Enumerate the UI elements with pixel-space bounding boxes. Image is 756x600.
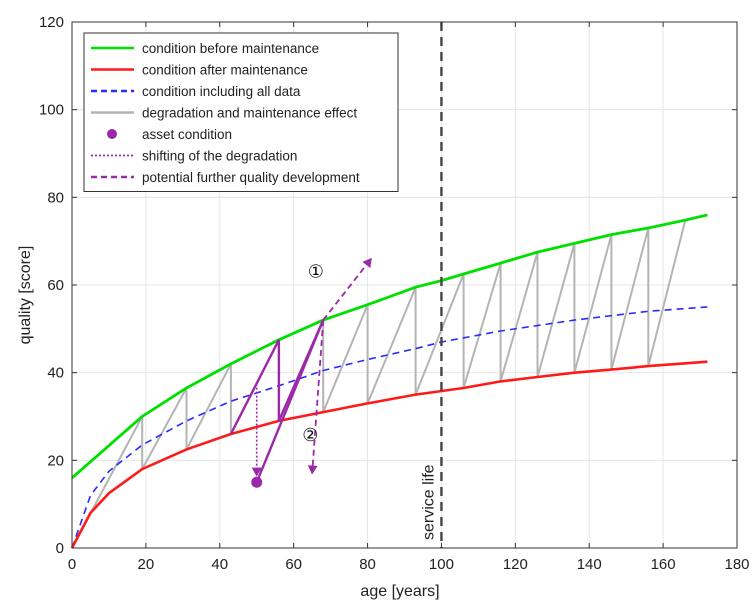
annotation-1: ①	[308, 261, 324, 281]
series-condition-all-data	[71, 306, 708, 549]
x-tick-label: 80	[359, 556, 376, 573]
tick-labels: 0 20 40 60 80 100 120 140 160 180 0 20 40 60 80 100 120	[39, 14, 750, 573]
legend-label: potential further quality development	[142, 170, 360, 185]
y-axis-label: quality [score]	[17, 246, 34, 345]
x-tick-label: 140	[577, 556, 602, 573]
y-tick-label: 60	[47, 277, 64, 294]
legend: condition before maintenance condition af…	[83, 32, 399, 192]
x-tick-label: 160	[651, 556, 676, 573]
legend-box	[83, 32, 399, 192]
x-tick-label: 180	[724, 556, 749, 573]
potential-development-down-arrow	[307, 320, 325, 475]
x-tick-label: 60	[285, 556, 302, 573]
x-tick-label: 100	[429, 556, 454, 573]
y-tick-label: 120	[39, 14, 64, 31]
potential-development-up-arrow	[322, 257, 372, 321]
x-tick-label: 20	[138, 556, 155, 573]
plot-frame	[71, 21, 738, 549]
x-tick-label: 120	[503, 556, 528, 573]
y-tick-label: 80	[47, 189, 64, 206]
curves	[70, 213, 708, 549]
y-tick-label: 0	[56, 540, 64, 557]
legend-label: asset condition	[142, 127, 232, 142]
overlay: service life ① ②	[229, 22, 443, 548]
series-degradation-sawtooth	[71, 219, 687, 549]
x-tick-label: 0	[68, 556, 76, 573]
legend-label: condition after maintenance	[142, 63, 308, 78]
x-axis-label: age [years]	[360, 583, 439, 600]
legend-label: degradation and maintenance effect	[142, 106, 357, 121]
annotation-2: ②	[302, 425, 318, 445]
y-tick-label: 100	[39, 102, 64, 119]
y-tick-label: 20	[47, 452, 64, 469]
service-life-label: service life	[420, 464, 437, 540]
x-tick-label: 40	[211, 556, 228, 573]
y-tick-label: 40	[47, 365, 64, 382]
series-condition-after-maintenance	[70, 360, 708, 549]
highlight-degradation-segment	[229, 319, 325, 435]
asset-degradation-line	[255, 319, 325, 483]
asset-condition-point	[251, 476, 263, 488]
legend-label: condition including all data	[142, 84, 301, 99]
legend-label: shifting of the degradation	[142, 149, 297, 164]
legend-label: condition before maintenance	[142, 41, 319, 56]
legend-marker-dot	[107, 129, 117, 139]
